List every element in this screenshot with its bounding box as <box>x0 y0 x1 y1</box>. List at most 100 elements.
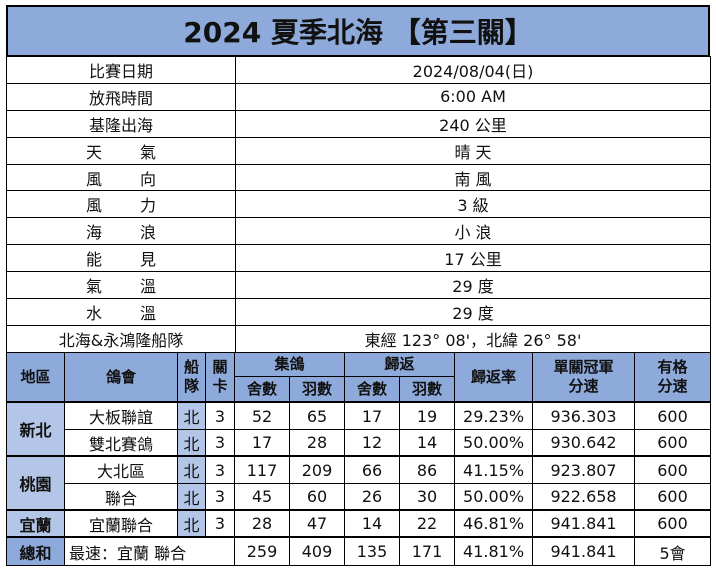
header-qualifying-speed: 有格 分速 <box>634 351 712 403</box>
stage-cell: 3 <box>205 428 235 457</box>
header-team: 船隊 <box>177 351 206 403</box>
info-row: 北海&永鴻隆船隊 東經 123° 08'，北緯 26° 58' <box>6 324 711 353</box>
returned-lofts-cell: 17 <box>344 401 401 430</box>
total-club-count: 5會 <box>634 536 712 567</box>
info-value: 南 風 <box>235 163 711 192</box>
table-row: 聯合北 3 45 60 26 30 50.00% 922.658 600 <box>7 482 712 511</box>
returned-lofts-cell: 26 <box>344 482 401 511</box>
region-cell: 桃園 <box>6 455 65 511</box>
info-value: 17 公里 <box>235 244 711 273</box>
info-value: 29 度 <box>235 298 711 326</box>
race-info-table: 比賽日期 2024/08/04(日) 放飛時間 6:00 AM 基隆出海 240 公里 天氣… <box>6 56 711 353</box>
stage-cell: 3 <box>205 509 235 538</box>
returned-birds-cell: 22 <box>399 509 456 538</box>
champion-speed-cell: 936.303 <box>532 401 636 430</box>
info-label: 氣溫 <box>6 271 236 300</box>
total-returned-birds: 171 <box>399 536 456 567</box>
total-label: 總和 <box>6 536 65 567</box>
header-row-top: 地區 鴿會 船隊 關卡 集鴿 歸返 歸返率 單關冠軍 分速 有格 分速 <box>6 351 712 403</box>
total-return-rate: 41.81% <box>454 536 534 567</box>
team-cell: 北 <box>177 401 206 430</box>
qualifying-speed-cell: 600 <box>634 428 712 457</box>
returned-birds-cell: 14 <box>399 428 456 457</box>
returned-lofts-cell: 66 <box>344 455 401 484</box>
collected-lofts-cell: 28 <box>234 509 290 538</box>
fastest-club: 最速：宜蘭 聯合 <box>64 536 235 567</box>
header-return-rate: 歸返率 <box>454 351 534 403</box>
info-label: 比賽日期 <box>6 56 236 84</box>
info-row: 水溫 29 度 <box>6 298 711 326</box>
info-row: 氣溫 29 度 <box>6 271 711 300</box>
return-rate-cell: 50.00% <box>454 428 534 457</box>
info-label: 放飛時間 <box>6 82 236 111</box>
info-label: 能見 <box>6 244 236 273</box>
header-collected-lofts: 舍數 <box>234 375 290 403</box>
team-cell: 北 <box>177 455 206 484</box>
collected-birds-cell: 209 <box>288 455 346 484</box>
region-cell: 新北 <box>6 401 65 457</box>
results-sheet: 2024 夏季北海 【第三關】 比賽日期 2024/08/04(日) 放飛時間 6:0… <box>6 5 712 567</box>
info-row: 基隆出海 240 公里 <box>6 109 711 138</box>
header-returned-birds: 羽數 <box>399 375 456 403</box>
champion-speed-cell: 941.841 <box>532 509 636 538</box>
header-returned: 歸返 <box>344 351 456 377</box>
sheet-title: 2024 夏季北海 【第三關】 <box>6 5 710 57</box>
total-champion-speed: 941.841 <box>532 536 636 567</box>
champion-speed-cell: 922.658 <box>532 482 636 511</box>
returned-lofts-cell: 12 <box>344 428 401 457</box>
collected-birds-cell: 28 <box>288 428 346 457</box>
returned-lofts-cell: 14 <box>344 509 401 538</box>
info-row: 風向南 風 <box>6 163 711 192</box>
info-label: 天氣 <box>6 136 236 165</box>
stage-cell: 3 <box>205 482 235 511</box>
club-cell: 雙北賽鴿 <box>64 428 178 457</box>
info-value: 晴 天 <box>235 136 711 165</box>
collected-birds-cell: 60 <box>288 482 346 511</box>
total-collected-lofts: 259 <box>234 536 290 567</box>
info-row: 比賽日期 2024/08/04(日) <box>6 56 711 84</box>
club-cell: 宜蘭聯合 <box>64 509 178 538</box>
collected-birds-cell: 65 <box>288 401 346 430</box>
info-value: 3 級 <box>235 190 711 219</box>
info-label: 海浪 <box>6 217 236 246</box>
header-club: 鴿會 <box>64 351 178 403</box>
champion-speed-cell: 923.807 <box>532 455 636 484</box>
total-row: 總和 最速：宜蘭 聯合 259 409 135 171 41.81% 941.841 5會 <box>6 536 712 567</box>
club-cell: 大板聯誼 <box>64 401 178 430</box>
club-cell: 大北區 <box>64 455 178 484</box>
info-label: 北海&永鴻隆船隊 <box>6 324 236 353</box>
header-champion-speed: 單關冠軍 分速 <box>532 351 636 403</box>
header-returned-lofts: 舍數 <box>344 375 401 403</box>
total-collected-birds: 409 <box>288 536 346 567</box>
header-stage: 關卡 <box>205 351 235 403</box>
info-label: 水溫 <box>6 298 236 326</box>
qualifying-speed-cell: 600 <box>634 401 712 430</box>
table-row: 桃園 大北區北 3 117 209 66 86 41.15% 923.807 600 <box>6 455 712 511</box>
info-value: 29 度 <box>235 271 711 300</box>
table-row: 雙北賽鴿北 3 17 28 12 14 50.00% 930.642 600 <box>7 428 712 457</box>
return-rate-cell: 41.15% <box>454 455 534 484</box>
qualifying-speed-cell: 600 <box>634 482 712 511</box>
info-label: 基隆出海 <box>6 109 236 138</box>
info-value: 2024/08/04(日) <box>235 56 711 84</box>
stage-cell: 3 <box>205 455 235 484</box>
return-rate-cell: 46.81% <box>454 509 534 538</box>
returned-birds-cell: 86 <box>399 455 456 484</box>
collected-lofts-cell: 45 <box>234 482 290 511</box>
return-rate-cell: 29.23% <box>454 401 534 430</box>
region-cell: 宜蘭 <box>6 509 65 538</box>
info-value: 東經 123° 08'，北緯 26° 58' <box>235 324 711 353</box>
header-row-bottom: 舍數 羽數 舍數 羽數 <box>7 375 711 403</box>
header-region: 地區 <box>6 351 65 403</box>
info-value: 小 浪 <box>235 217 711 246</box>
team-cell: 北 <box>177 509 206 538</box>
collected-lofts-cell: 52 <box>234 401 290 430</box>
collected-lofts-cell: 17 <box>234 428 290 457</box>
champion-speed-cell: 930.642 <box>532 428 636 457</box>
info-row: 海浪小 浪 <box>6 217 711 246</box>
total-returned-lofts: 135 <box>344 536 401 567</box>
results-table: 地區 鴿會 船隊 關卡 集鴿 歸返 歸返率 單關冠軍 分速 有格 分速 舍數 羽數 … <box>6 351 712 567</box>
collected-lofts-cell: 117 <box>234 455 290 484</box>
info-row: 能見 17 公里 <box>6 244 711 273</box>
info-value: 6:00 AM <box>235 82 711 111</box>
